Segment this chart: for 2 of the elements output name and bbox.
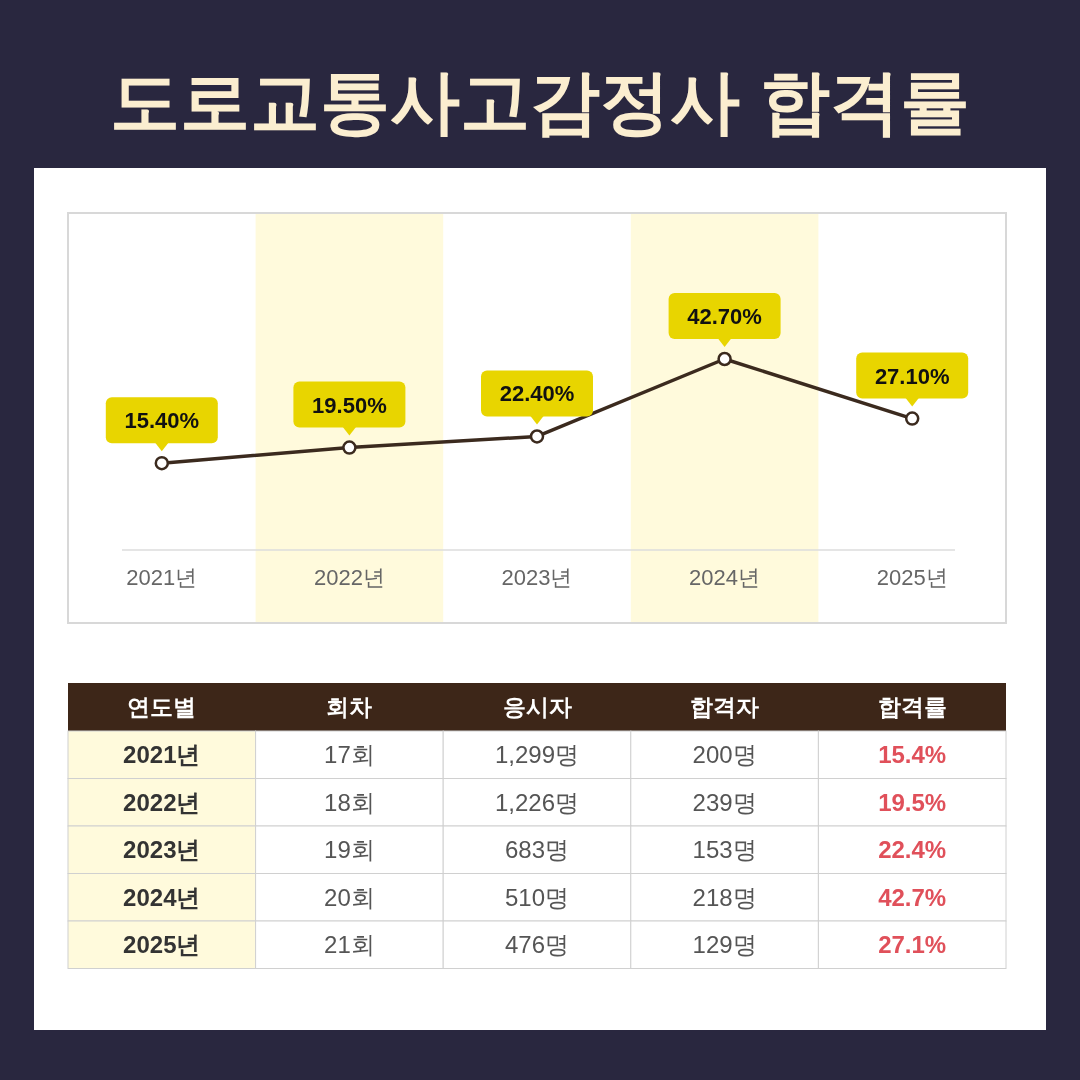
ylabel: 연도별 — [127, 694, 197, 720]
title: 도로교통사고감정사 합격률 — [110, 63, 970, 141]
